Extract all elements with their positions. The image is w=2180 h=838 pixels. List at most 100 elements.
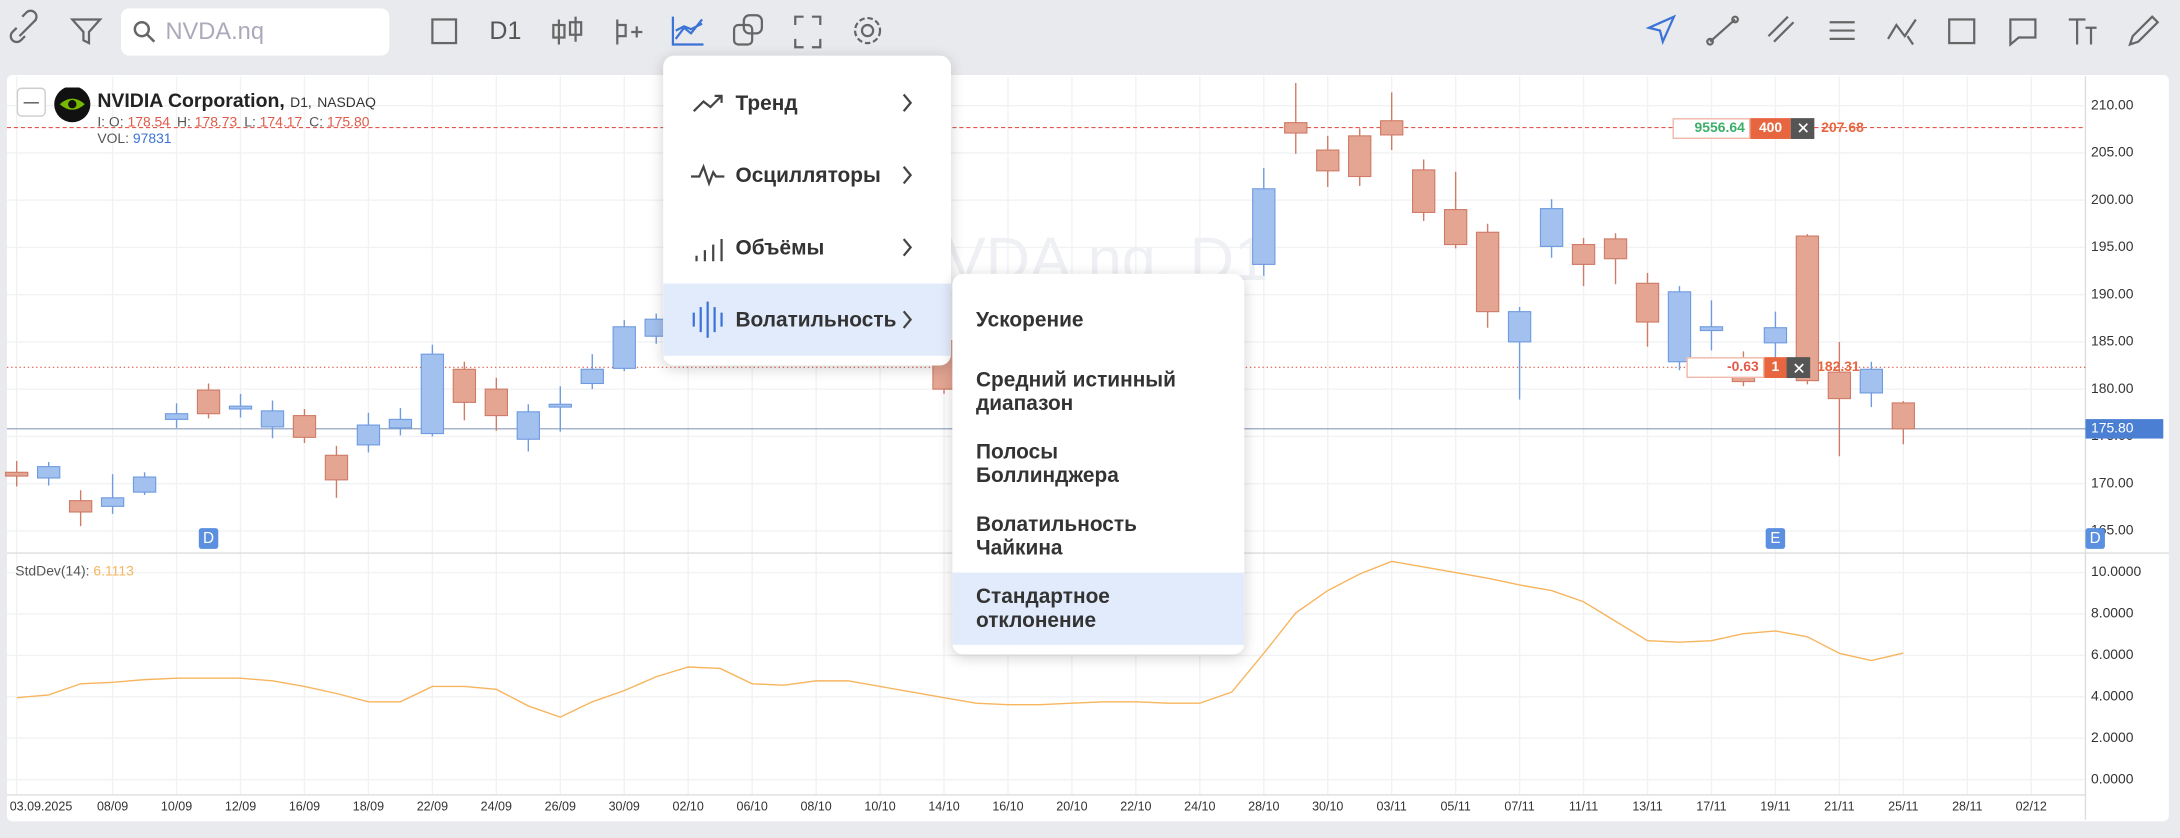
x-tick-label: 16/10 [992, 800, 1023, 814]
submenu-item[interactable]: Волатильность Чайкина [975, 512, 1137, 561]
submenu-item[interactable]: Средний истинный диапазон [975, 368, 1176, 416]
submenu-item[interactable]: Ускорение [975, 307, 1084, 332]
x-tick-label: 03.09.2025 [10, 800, 73, 814]
candle-body [1635, 282, 1660, 323]
fullscreen-icon[interactable] [794, 15, 822, 49]
candle-body [164, 413, 189, 420]
order-cancel[interactable] [1790, 117, 1815, 139]
menu-item[interactable]: Волатильность [663, 283, 951, 356]
settings-icon[interactable] [860, 23, 875, 38]
legend-label: C: [309, 115, 324, 131]
candle-body [1859, 368, 1884, 394]
timeframe[interactable]: D1 [489, 16, 522, 45]
candle-body [388, 418, 413, 429]
candle-body [1411, 169, 1436, 213]
candle-body [1316, 149, 1340, 172]
candle-body [1795, 235, 1820, 382]
y-tick-label: 195.00 [2091, 238, 2134, 254]
event-marker [198, 528, 219, 549]
candle-body [612, 326, 636, 369]
candle-body [1475, 231, 1500, 313]
volume-icon [695, 239, 723, 262]
candle-body [1603, 238, 1628, 260]
chevrons [902, 93, 913, 329]
menu-item[interactable]: Осцилляторы [735, 163, 881, 187]
x-tick-label: 02/12 [2016, 800, 2047, 814]
brush-icon[interactable] [2128, 15, 2160, 47]
x-tick-label: 05/11 [1440, 800, 1470, 814]
event-label: E [1770, 530, 1780, 547]
x-tick-label: 18/09 [353, 800, 384, 814]
candle-body [1667, 291, 1692, 363]
menu-item[interactable]: Тренд [735, 91, 798, 115]
search-box[interactable]: NVDA.nq [120, 8, 390, 56]
text-icon[interactable] [2068, 18, 2097, 45]
shape-icon[interactable] [1948, 18, 1976, 45]
x-tick-label: 28/10 [1248, 800, 1279, 814]
candle-icon[interactable] [557, 16, 577, 45]
candle-body [260, 410, 285, 428]
candle-body [100, 497, 125, 507]
candle-body [552, 23, 566, 39]
indicator-icon[interactable] [671, 16, 704, 46]
candle-body [548, 403, 572, 408]
cursor-icon[interactable] [1645, 14, 1677, 46]
candle-body [36, 466, 61, 479]
x-tick-label: 12/09 [225, 800, 256, 814]
wave-icon[interactable] [1887, 18, 1917, 46]
line-icon[interactable] [1709, 18, 1736, 43]
candle-body [68, 500, 93, 513]
submenu-item[interactable]: Полосы Боллинджера [975, 440, 1119, 488]
submenu-item[interactable]: Стандартное отклонение [952, 572, 1245, 645]
event-label: D [203, 530, 214, 547]
order-amount: -0.63 [1727, 360, 1759, 376]
legend-value: 174.17 [259, 115, 303, 131]
menu-icons [690, 93, 913, 338]
y-tick-label: 4.0000 [2091, 687, 2134, 703]
link-icon[interactable] [9, 9, 38, 44]
order-amount-box: -0.63 [1686, 357, 1765, 379]
x-tick-label: 10/10 [864, 800, 895, 814]
add-icon[interactable] [616, 19, 643, 45]
legend-label: I: O: [97, 115, 124, 131]
indicator-label: StdDev(14): [15, 564, 90, 580]
order-quantity: 1 [1764, 357, 1787, 379]
y-tick-label: 8.0000 [2091, 605, 2134, 621]
candle-body [292, 415, 317, 438]
x-tick-label: 16/09 [289, 800, 320, 814]
legend-value: 178.73 [194, 115, 238, 131]
filter-icon[interactable] [69, 18, 103, 45]
candle-body [1380, 120, 1404, 136]
menu-item[interactable]: Объёмы [735, 235, 825, 260]
header-timeframe: D1, [290, 95, 312, 112]
rect-icon[interactable] [431, 18, 458, 45]
x-tick-label: 22/09 [417, 800, 448, 814]
channel-icon[interactable] [1767, 15, 1795, 43]
order-price: 182.31 [1817, 360, 1860, 376]
order-cancel[interactable] [1786, 357, 1811, 379]
candle-body [356, 424, 381, 446]
candle-body [1699, 326, 1724, 332]
candle-body [1891, 402, 1915, 430]
close-icon [1797, 123, 1808, 134]
trend-icon [692, 94, 723, 112]
x-tick-label: 26/09 [545, 800, 576, 814]
y-tick-label: 170.00 [2091, 474, 2134, 490]
y-tick-label: 10.0000 [2091, 563, 2141, 579]
fib-icon[interactable] [1829, 21, 1855, 41]
volatility-icon [692, 301, 723, 338]
x-tick-label: 17/11 [1696, 800, 1726, 814]
x-tick-label: 24/09 [481, 800, 512, 814]
y-tick-label: 205.00 [2091, 144, 2134, 160]
candle-body [580, 368, 604, 385]
ohlc-legend: I: O: 178.54 H: 178.73 L: 174.17 C: 175.80 [97, 115, 376, 130]
comment-icon[interactable] [2009, 18, 2037, 47]
event-marker [1765, 528, 1786, 549]
close-icon [1793, 363, 1804, 373]
event-marker [2085, 528, 2105, 549]
exchange: NASDAQ [317, 95, 376, 112]
candle-body [324, 454, 349, 481]
gear [853, 16, 882, 45]
